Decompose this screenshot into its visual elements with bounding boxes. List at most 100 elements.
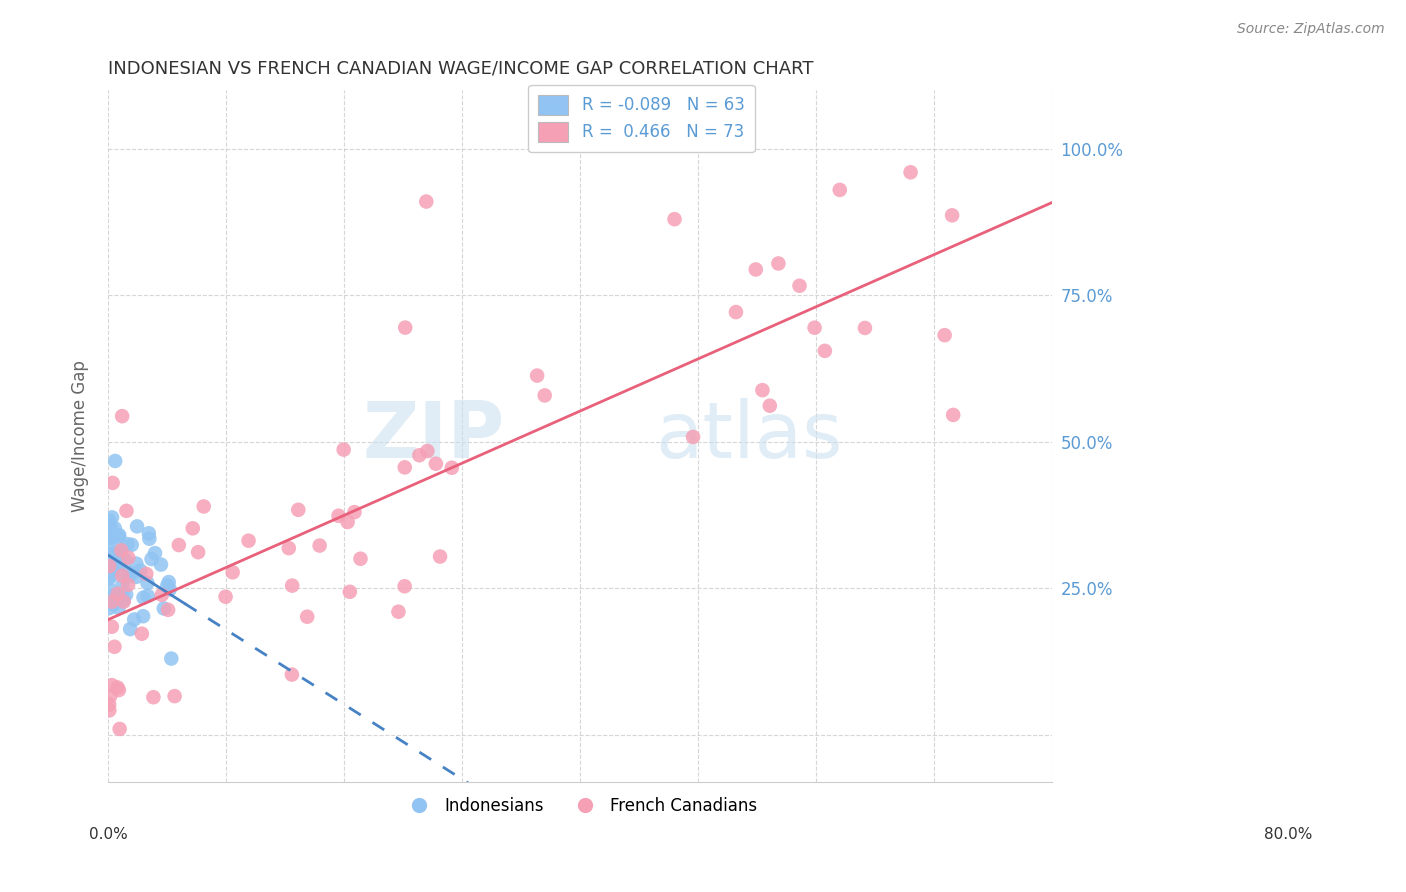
Point <box>429 549 451 564</box>
Point <box>132 591 155 605</box>
Point <box>934 328 956 343</box>
Point <box>107 681 129 695</box>
Point <box>115 504 138 518</box>
Point <box>803 320 825 334</box>
Point <box>100 568 122 582</box>
Point <box>768 256 790 270</box>
Point <box>103 640 125 654</box>
Point <box>112 594 135 608</box>
Point <box>416 444 439 458</box>
Point <box>181 521 204 535</box>
Point <box>108 683 131 698</box>
Point <box>328 508 350 523</box>
Point <box>163 689 186 703</box>
Point <box>101 562 124 576</box>
Point <box>125 570 148 584</box>
Point <box>336 515 359 529</box>
Point <box>118 569 141 583</box>
Point <box>112 593 135 607</box>
Point <box>111 409 134 424</box>
Point <box>221 566 243 580</box>
Point <box>101 475 124 490</box>
Point <box>394 320 416 334</box>
Point <box>900 165 922 179</box>
Point <box>101 558 124 573</box>
Point <box>120 622 142 636</box>
Point <box>118 566 141 580</box>
Point <box>157 603 180 617</box>
Text: 80.0%: 80.0% <box>1264 827 1312 842</box>
Point <box>98 601 121 615</box>
Point <box>98 698 121 712</box>
Point <box>108 564 131 578</box>
Point <box>98 538 121 552</box>
Point <box>295 609 318 624</box>
Point <box>132 609 155 624</box>
Point <box>142 690 165 705</box>
Point <box>117 550 139 565</box>
Point <box>281 667 304 681</box>
Point <box>238 533 260 548</box>
Point <box>98 568 121 582</box>
Text: 0.0%: 0.0% <box>89 827 128 842</box>
Point <box>136 576 159 591</box>
Point <box>408 448 430 462</box>
Point <box>129 564 152 578</box>
Point <box>108 530 131 544</box>
Point <box>98 513 121 527</box>
Point <box>108 528 131 542</box>
Point <box>110 543 132 558</box>
Point <box>664 212 686 227</box>
Point <box>98 559 121 574</box>
Point <box>101 620 124 634</box>
Point <box>98 689 121 703</box>
Point <box>138 532 160 546</box>
Point <box>103 598 125 612</box>
Point <box>853 321 876 335</box>
Point <box>117 537 139 551</box>
Point <box>941 208 963 222</box>
Point <box>111 587 134 601</box>
Point <box>143 546 166 560</box>
Point <box>759 399 782 413</box>
Point <box>724 305 747 319</box>
Point <box>193 500 215 514</box>
Point <box>107 600 129 615</box>
Text: atlas: atlas <box>655 398 844 474</box>
Legend: Indonesians, French Canadians: Indonesians, French Canadians <box>396 790 765 822</box>
Point <box>533 388 555 402</box>
Point <box>214 590 236 604</box>
Point <box>149 558 172 572</box>
Point <box>111 568 134 582</box>
Point <box>107 553 129 567</box>
Point <box>339 584 361 599</box>
Point <box>308 539 330 553</box>
Point <box>135 566 157 581</box>
Point <box>440 460 463 475</box>
Point <box>332 442 354 457</box>
Point <box>115 587 138 601</box>
Point <box>100 567 122 582</box>
Point <box>125 557 148 571</box>
Point <box>167 538 190 552</box>
Point <box>387 605 409 619</box>
Point <box>121 538 143 552</box>
Point <box>100 566 122 580</box>
Point <box>153 601 176 615</box>
Point <box>415 194 437 209</box>
Point <box>287 503 309 517</box>
Point <box>107 587 129 601</box>
Point <box>394 579 416 593</box>
Text: INDONESIAN VS FRENCH CANADIAN WAGE/INCOME GAP CORRELATION CHART: INDONESIAN VS FRENCH CANADIAN WAGE/INCOM… <box>108 60 814 78</box>
Point <box>110 543 132 558</box>
Point <box>101 595 124 609</box>
Point <box>98 572 121 586</box>
Point <box>159 582 181 597</box>
Text: Source: ZipAtlas.com: Source: ZipAtlas.com <box>1237 22 1385 37</box>
Point <box>131 626 153 640</box>
Point <box>942 408 965 422</box>
Point <box>349 551 371 566</box>
Point <box>141 552 163 566</box>
Point <box>98 548 121 562</box>
Point <box>187 545 209 559</box>
